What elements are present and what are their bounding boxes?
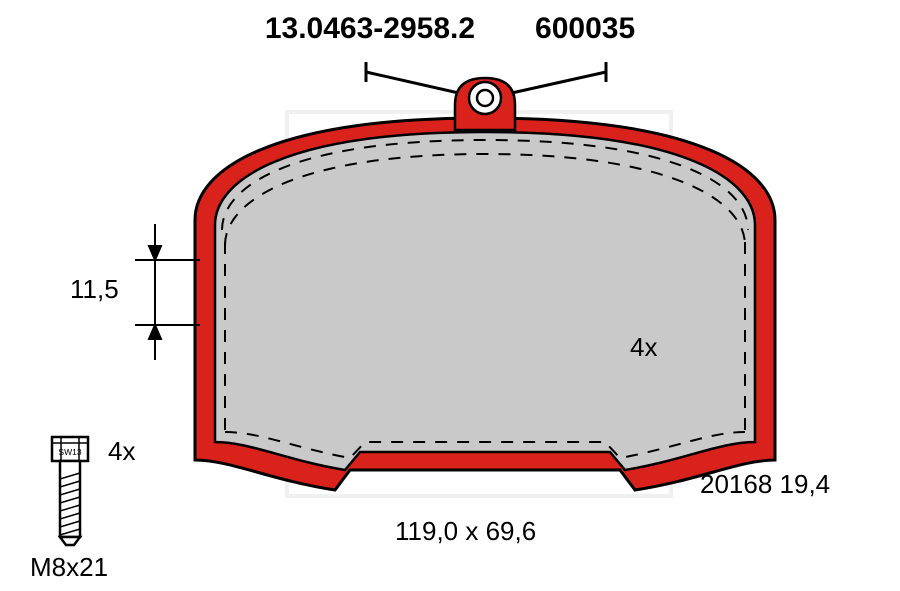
friction-surface [215,132,755,470]
part-number: 13.0463-2958.2 [265,12,475,46]
item-code-label: 20168 19,4 [700,469,830,500]
brake-pad-diagram [0,50,900,591]
width-height-label: 119,0 x 69,6 [395,516,536,547]
bolt-qty-label: 4x [108,436,135,467]
header-bar: 13.0463-2958.2 600035 [0,0,900,46]
dim-thickness-value: 11,5 [70,274,119,305]
bolt-spec-label: M8x21 [30,552,108,583]
bolt-hex-label: SW13 [58,447,81,457]
clip-eyelet-inner [477,90,493,106]
dim-thickness-bracket [135,224,200,360]
diagram-area: Ate ® 11,5 [0,50,900,591]
catalog-number: 600035 [535,12,635,46]
pad-qty-label: 4x [630,332,657,363]
